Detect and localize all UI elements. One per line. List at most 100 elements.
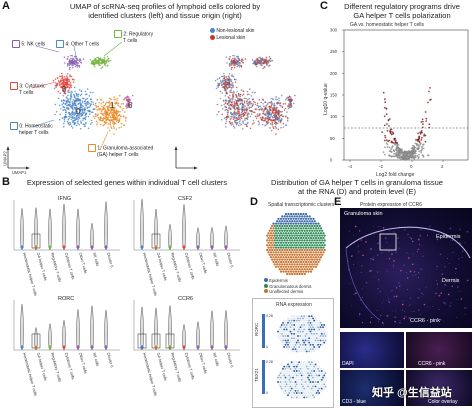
umap-point [60,83,63,85]
rna-spot [302,381,304,383]
umap-point [241,102,243,104]
umap-point [64,113,67,116]
spatial-spot [287,222,290,225]
umap-point [74,103,77,105]
ccr6-speck [398,241,400,243]
rna-spot [292,389,294,392]
rna-spot [294,389,297,392]
ccr6-speck [377,288,379,290]
umap-point [233,78,236,81]
rna-spot [288,332,291,335]
umap-point [231,75,233,78]
umap-point [68,104,70,107]
umap-point [242,113,244,115]
violin-category-label: GA helper T cells [36,352,47,381]
umap-point [254,111,256,114]
rna-spot [312,339,314,342]
spatial-spot [294,241,298,244]
umap-point [238,112,240,114]
rna-spot [303,361,306,364]
ccr6-speck [409,270,412,273]
umap-point [79,102,81,104]
umap-point [124,116,127,119]
umap-point [289,96,292,98]
umap-point [226,62,228,64]
umap-point [97,105,99,108]
umap-point [217,86,219,88]
umap-point [281,106,284,108]
rna-spot [307,376,309,379]
spatial-spot [286,220,289,223]
umap-point [117,111,120,113]
umap-point [269,101,271,104]
spatial-spot [306,234,309,237]
volcano-point [417,132,419,135]
rna-spot [320,341,323,344]
umap-point [263,117,266,120]
spatial-spot [288,244,291,247]
umap-point [64,79,67,82]
umap-point [230,59,233,61]
rna-spot [319,335,322,337]
ccr6-speck [436,238,439,241]
ccr6-speck [466,230,469,233]
umap-point [64,117,67,119]
spatial-spot [304,246,308,249]
spatial-spot [276,248,279,252]
umap-point [72,119,74,122]
spatial-spot [317,227,320,230]
umap-point [64,86,66,88]
ccr6-speck [358,314,360,316]
spatial-spot [316,253,319,256]
spatial-spot [292,217,295,220]
umap-point [275,114,277,117]
rna-spot [304,343,307,346]
umap-point [121,109,124,111]
rna-spot [303,350,306,353]
volcano-ytick-label: 300 [330,28,338,33]
umap-point [97,113,99,115]
rna-spot [305,319,308,322]
umap-point [76,106,78,108]
rna-spot [314,367,317,370]
volcano-point [393,142,396,145]
violin-shape [210,310,214,351]
umap-point [233,64,235,67]
umap-point [230,104,232,107]
spatial-spot [319,236,323,240]
spatial-spot [307,251,310,254]
umap-point [230,61,232,63]
umap-point [106,59,108,62]
spatial-spot [308,263,311,266]
subimg-ccr6-label: CCR6 - pink [418,361,446,367]
umap-point [235,94,237,96]
spatial-spot [299,246,303,249]
umap-point [239,93,242,96]
spatial-spot [319,246,323,249]
umap-point [272,127,275,129]
umap-point [109,107,112,109]
umap-point [273,122,276,124]
rna-spot [297,326,299,329]
rna-spot [285,337,288,340]
rna-spot [315,392,318,394]
umap-point [111,102,114,105]
ccr6-speck [388,258,391,260]
ccr6-speck [395,295,398,298]
umap-point [63,81,65,83]
umap-point [233,121,236,123]
umap-point [279,121,282,124]
umap-point [104,112,107,115]
spatial-spot [317,256,320,259]
spatial-spot [289,241,293,244]
rna-spot [302,326,304,329]
spatial-spot [319,227,323,230]
umap-point [224,89,227,92]
rna-spot [320,328,323,331]
umap-point [92,111,94,114]
umap-point [240,117,243,119]
spatial-spot [288,229,291,232]
ccr6-speck [393,260,395,262]
spatial-spot [273,258,276,261]
